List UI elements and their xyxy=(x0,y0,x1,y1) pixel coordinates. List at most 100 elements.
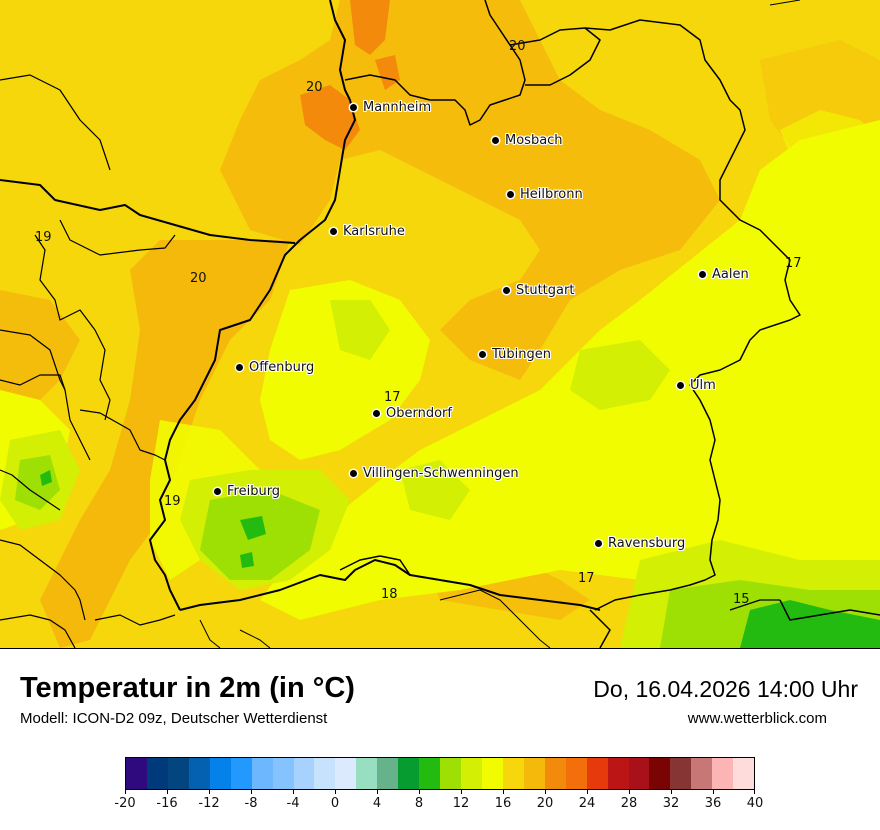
city-dot-icon xyxy=(479,351,486,358)
isotherm-label: 20 xyxy=(509,39,526,54)
colorbar-tick xyxy=(713,790,714,794)
city-label: Ravensburg xyxy=(608,536,686,551)
colorbar-segment xyxy=(691,758,713,789)
colorbar-tick-label: -4 xyxy=(286,796,300,811)
colorbar-segment xyxy=(586,758,608,789)
city-label: Stuttgart xyxy=(516,283,575,298)
colorbar-tick-label: 36 xyxy=(704,796,722,811)
map-title: Temperatur in 2m (in °C) xyxy=(20,672,355,704)
colorbar-tick xyxy=(671,790,672,794)
colorbar-tick-label: 4 xyxy=(372,796,382,811)
colorbar-tick xyxy=(209,790,210,794)
city-dot-icon xyxy=(236,364,243,371)
colorbar-tick xyxy=(125,790,126,794)
city-marker: Oberndorf xyxy=(373,406,452,421)
colorbar-segment xyxy=(293,758,315,789)
city-marker: Ulm xyxy=(677,378,716,393)
colorbar-ticks: -20 -16 -12 -8 -4 0 4 8 12 16 20 24 28 32 36 40 xyxy=(114,790,763,820)
isotherm-label: 17 xyxy=(785,256,802,271)
colorbar-tick-label: -8 xyxy=(244,796,258,811)
city-label: Aalen xyxy=(712,267,749,282)
temperature-colorbar xyxy=(125,757,755,790)
city-label: Freiburg xyxy=(227,484,281,499)
colorbar-segment xyxy=(481,758,503,789)
colorbar-segment xyxy=(440,758,461,789)
city-marker: Stuttgart xyxy=(503,283,574,298)
colorbar-segment xyxy=(272,758,294,789)
colorbar-tick-label: 12 xyxy=(452,796,470,811)
colorbar-segment xyxy=(733,758,755,789)
colorbar-segment xyxy=(146,758,168,789)
isotherm-label: 17 xyxy=(578,571,595,586)
city-marker: Offenburg xyxy=(236,360,314,375)
colorbar-segment xyxy=(209,758,231,789)
city-dot-icon xyxy=(677,382,684,389)
colorbar-tick-label: 24 xyxy=(578,796,596,811)
colorbar-tick-label: -20 xyxy=(114,796,136,811)
colorbar-segment xyxy=(649,758,671,789)
city-marker: Villingen-Schwenningen xyxy=(350,466,519,481)
colorbar-segment xyxy=(335,758,357,789)
colorbar-tick xyxy=(251,790,252,794)
city-marker: Karlsruhe xyxy=(330,224,405,239)
model-info: Modell: ICON-D2 09z, Deutscher Wetterdie… xyxy=(20,710,328,727)
colorbar-tick-label: 16 xyxy=(494,796,512,811)
colorbar-segment xyxy=(419,758,441,789)
colorbar-tick-label: 40 xyxy=(746,796,764,811)
isotherm-label: 19 xyxy=(35,230,52,245)
colorbar-segment xyxy=(251,758,273,789)
city-label: Tübingen xyxy=(492,347,551,362)
colorbar-segment xyxy=(167,758,189,789)
city-dot-icon xyxy=(699,271,706,278)
colorbar-segment xyxy=(544,758,566,789)
colorbar-tick-label: 20 xyxy=(536,796,554,811)
temperature-map[interactable]: 20 20 19 20 17 17 19 17 18 15 Mannheim Mosbach Heil… xyxy=(0,0,880,649)
city-dot-icon xyxy=(503,287,510,294)
website-link[interactable]: www.wetterblick.com xyxy=(687,710,827,727)
colorbar-tick xyxy=(629,790,630,794)
colorbar-tick-label: -12 xyxy=(198,796,220,811)
colorbar-tick-label: 32 xyxy=(662,796,680,811)
colorbar-segment xyxy=(230,758,252,789)
colorbar-tick xyxy=(167,790,168,794)
city-marker: Mosbach xyxy=(492,133,563,148)
city-dot-icon xyxy=(330,228,337,235)
colorbar-tick xyxy=(419,790,420,794)
colorbar-segment xyxy=(314,758,336,789)
colorbar-tick-label: -16 xyxy=(156,796,178,811)
city-dot-icon xyxy=(492,137,499,144)
colorbar-segment xyxy=(607,758,629,789)
colorbar-tick xyxy=(377,790,378,794)
city-dot-icon xyxy=(507,191,514,198)
colorbar-tick xyxy=(461,790,462,794)
city-label: Mannheim xyxy=(363,100,432,115)
city-dot-icon xyxy=(214,488,221,495)
city-dot-icon xyxy=(373,410,380,417)
valid-datetime: Do, 16.04.2026 14:00 Uhr xyxy=(593,676,858,702)
isotherm-label: 20 xyxy=(306,80,323,95)
city-dot-icon xyxy=(350,104,357,111)
colorbar-tick-label: 8 xyxy=(414,796,424,811)
city-marker: Freiburg xyxy=(214,484,280,499)
colorbar-segment xyxy=(712,758,734,789)
colorbar-tick xyxy=(587,790,588,794)
city-marker: Aalen xyxy=(699,267,749,282)
colorbar-segment xyxy=(377,758,399,789)
city-label: Heilbronn xyxy=(520,187,583,202)
colorbar-segment xyxy=(523,758,545,789)
colorbar-segment xyxy=(628,758,650,789)
city-label: Mosbach xyxy=(505,133,563,148)
city-marker: Tübingen xyxy=(479,347,551,362)
colorbar-segment xyxy=(398,758,420,789)
isotherm-label: 15 xyxy=(733,592,750,607)
colorbar-segment xyxy=(356,758,378,789)
temperature-field xyxy=(0,0,880,648)
city-dot-icon xyxy=(595,540,602,547)
city-label: Villingen-Schwenningen xyxy=(363,466,519,481)
city-dot-icon xyxy=(350,470,357,477)
colorbar-tick xyxy=(503,790,504,794)
colorbar-tick xyxy=(754,790,755,794)
isotherm-label: 17 xyxy=(384,390,401,405)
colorbar-tick xyxy=(545,790,546,794)
city-marker: Mannheim xyxy=(350,100,431,115)
